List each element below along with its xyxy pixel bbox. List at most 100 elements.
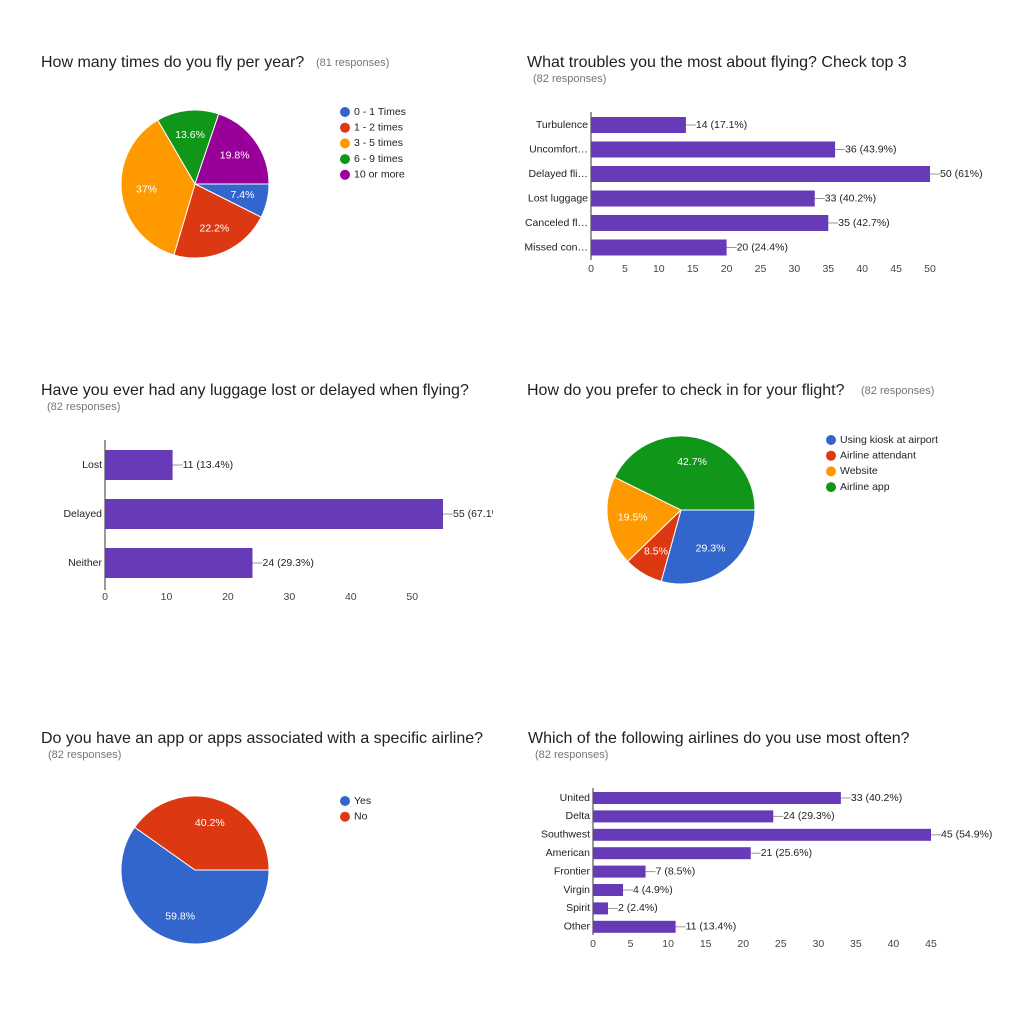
pie-slice — [120, 826, 270, 945]
pie-slice — [173, 183, 262, 259]
bar — [591, 239, 727, 256]
x-tick-label: 5 — [628, 938, 634, 950]
x-tick-label: 10 — [653, 263, 665, 275]
slice-label: 29.3% — [696, 543, 726, 555]
legend-swatch — [826, 435, 836, 445]
value-label: 14 (17.1%) — [696, 119, 747, 131]
x-tick-label: 35 — [850, 938, 862, 950]
legend-swatch — [826, 450, 836, 461]
bar — [593, 902, 609, 915]
category-label: Canceled fl… — [525, 217, 588, 229]
category-label: Missed con… — [524, 241, 588, 253]
x-tick-label: 20 — [222, 591, 234, 603]
bar — [591, 117, 686, 133]
chart-panel: Which of the following airlines do you u… — [528, 730, 992, 950]
legend-label: 10 or more — [354, 169, 405, 181]
x-tick-label: 40 — [888, 938, 900, 950]
x-tick-label: 15 — [700, 938, 712, 950]
pie-slice — [133, 795, 270, 871]
value-label: 35 (42.7%) — [838, 217, 889, 229]
x-tick-label: 0 — [590, 938, 596, 950]
legend-swatch — [340, 169, 350, 180]
x-tick-label: 50 — [406, 591, 418, 603]
chart-subtitle: (82 responses) — [47, 401, 120, 413]
legend-swatch — [340, 154, 350, 165]
value-label: 33 (40.2%) — [825, 192, 876, 204]
x-tick-label: 15 — [687, 263, 699, 275]
x-tick-label: 5 — [622, 263, 628, 275]
x-tick-label: 25 — [755, 263, 767, 275]
legend-swatch — [340, 107, 350, 117]
x-tick-label: 30 — [789, 263, 801, 275]
category-label: Uncomfort… — [529, 143, 588, 155]
chart-title: Do you have an app or apps associated wi… — [41, 730, 483, 747]
x-tick-label: 30 — [812, 938, 824, 950]
legend-label: Website — [840, 465, 878, 477]
x-tick-label: 30 — [284, 591, 296, 603]
x-tick-label: 35 — [822, 263, 834, 275]
category-label: Lost — [82, 459, 102, 471]
bar — [593, 884, 624, 896]
x-tick-label: 45 — [925, 938, 937, 950]
chart-subtitle: (82 responses) — [861, 385, 934, 397]
value-label: 21 (25.6%) — [761, 847, 812, 859]
chart-subtitle: (82 responses) — [535, 749, 608, 761]
category-label: Neither — [68, 557, 102, 569]
chart-title: Which of the following airlines do you u… — [528, 730, 910, 747]
legend-label: 0 - 1 Times — [354, 106, 406, 118]
legend-label: No — [354, 810, 368, 822]
x-tick-label: 40 — [856, 263, 868, 275]
slice-label: 8.5% — [644, 546, 668, 558]
category-label: Lost luggage — [528, 192, 588, 204]
pie-slice — [613, 435, 756, 511]
value-label: 36 (43.9%) — [845, 143, 896, 155]
x-tick-label: 10 — [161, 591, 173, 603]
slice-label: 40.2% — [195, 817, 225, 829]
value-label: 11 (13.4%) — [183, 459, 234, 471]
value-label: 50 (61%) — [940, 168, 983, 180]
x-tick-label: 50 — [924, 263, 936, 275]
bar — [591, 141, 836, 158]
value-label: 55 (67.1%) — [453, 508, 504, 520]
category-label: American — [546, 847, 591, 859]
bar — [593, 810, 774, 823]
x-tick-label: 0 — [102, 591, 108, 603]
label-group: 11 (13.4%) 55 (67.1%) 24 (29.3%) — [172, 459, 504, 569]
chart-panel: Have you ever had any luggage lost or de… — [41, 382, 504, 603]
chart-subtitle: (82 responses) — [533, 73, 606, 85]
legend-swatch — [340, 796, 350, 806]
legend-swatch — [826, 466, 836, 477]
pie-slice — [606, 476, 682, 563]
legend-label: 6 - 9 times — [354, 153, 403, 165]
category-label: Virgin — [563, 884, 590, 896]
category-label: Frontier — [554, 865, 591, 877]
slice-label: 37% — [136, 184, 157, 196]
chart-title: How do you prefer to check in for your f… — [527, 382, 845, 399]
value-label: 2 (2.4%) — [618, 902, 658, 914]
category-label: Other — [564, 921, 591, 933]
pie-slice — [157, 109, 220, 186]
category-label: Southwest — [541, 829, 590, 841]
slice-label: 13.6% — [175, 129, 205, 141]
chart-subtitle: (81 responses) — [316, 57, 389, 69]
legend-label: Airline attendant — [840, 449, 916, 461]
value-label: 11 (13.4%) — [686, 921, 737, 933]
legend-label: 3 - 5 times — [354, 137, 403, 149]
slice-label: 19.5% — [618, 511, 648, 523]
bar — [593, 847, 751, 860]
legend-swatch — [826, 482, 836, 493]
legend-swatch — [340, 138, 350, 149]
bar — [591, 215, 829, 231]
x-tick-label: 20 — [721, 263, 733, 275]
chart-panel: How do you prefer to check in for your f… — [527, 382, 938, 585]
chart-panel: Do you have an app or apps associated wi… — [41, 730, 483, 945]
chart-title: Have you ever had any luggage lost or de… — [41, 382, 469, 399]
value-label: 7 (8.5%) — [656, 865, 696, 877]
x-tick-label: 0 — [588, 263, 594, 275]
x-tick-label: 25 — [775, 938, 787, 950]
bar — [593, 828, 931, 841]
category-label: Delayed fli… — [528, 168, 588, 180]
legend-label: Using kiosk at airport — [840, 434, 938, 446]
